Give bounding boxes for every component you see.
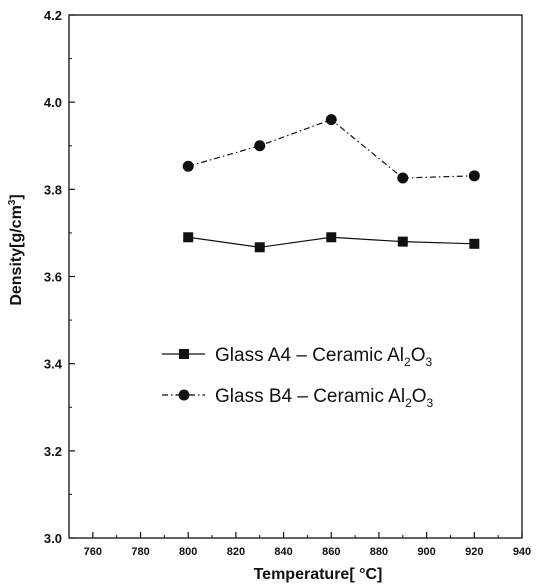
data-point [182,160,194,172]
series-1 [183,232,480,253]
y-tick-label: 3.8 [44,182,62,197]
y-tick-label: 4.2 [44,8,62,23]
legend-text-part: Glass A4 – Ceramic Al [215,345,404,366]
series-line [188,118,475,179]
y-axis-label-end: ] [8,194,25,199]
y-axis-label-main: Density[g/cm [8,205,25,305]
data-point [326,232,337,243]
axis-ticks: 3.0 3.2 3.4 3.6 3.8 4.0 4.2 760 780 800 820 840 860 8… [44,8,531,558]
data-point [325,114,337,126]
data-point [397,236,408,247]
x-tick-label: 780 [131,546,149,558]
legend-marker [179,349,189,359]
x-tick-label: 880 [370,546,388,558]
data-point [254,242,265,253]
series-2 [182,114,480,184]
x-axis-label: Temperature[ °C] [254,566,383,583]
legend-label: Glass B4 – Ceramic Al2O3 [215,386,434,410]
plot-area [68,14,523,539]
legend-subscript: 3 [427,396,434,410]
series-layer [182,114,480,253]
legend-text-part: Glass B4 – Ceramic Al [215,386,405,407]
x-tick-label: 860 [322,546,340,558]
x-tick-label: 900 [417,546,435,558]
legend-label: Glass A4 – Ceramic Al2O3 [215,345,433,369]
data-point [397,172,409,184]
x-tick-label: 840 [274,546,292,558]
legend-item-1: Glass A4 – Ceramic Al2O3 [162,345,433,369]
y-axis-label-sup: 3 [7,199,18,205]
legend-marker [178,389,190,401]
legend-subscript: 2 [404,355,411,369]
y-tick-label: 3.0 [44,531,62,546]
x-tick-label: 940 [513,546,531,558]
y-axis-label: Density[g/cm3] [7,194,25,305]
data-point [468,170,480,182]
legend-item-2: Glass B4 – Ceramic Al2O3 [162,386,434,410]
plot-frame [68,14,523,539]
data-point [183,232,194,243]
legend-subscript: 3 [426,355,433,369]
y-tick-label: 4.0 [44,95,62,110]
legend-subscript: 2 [405,396,412,410]
x-tick-label: 800 [179,546,197,558]
x-tick-label: 820 [227,546,245,558]
legend-text-part: O [412,386,427,407]
y-tick-label: 3.4 [44,357,63,372]
x-tick-label: 760 [84,546,102,558]
y-tick-label: 3.6 [44,270,62,285]
data-point [254,140,266,152]
y-tick-label: 3.2 [44,444,62,459]
legend-text-part: O [411,345,426,366]
x-tick-label: 920 [465,546,483,558]
data-point [469,238,480,249]
